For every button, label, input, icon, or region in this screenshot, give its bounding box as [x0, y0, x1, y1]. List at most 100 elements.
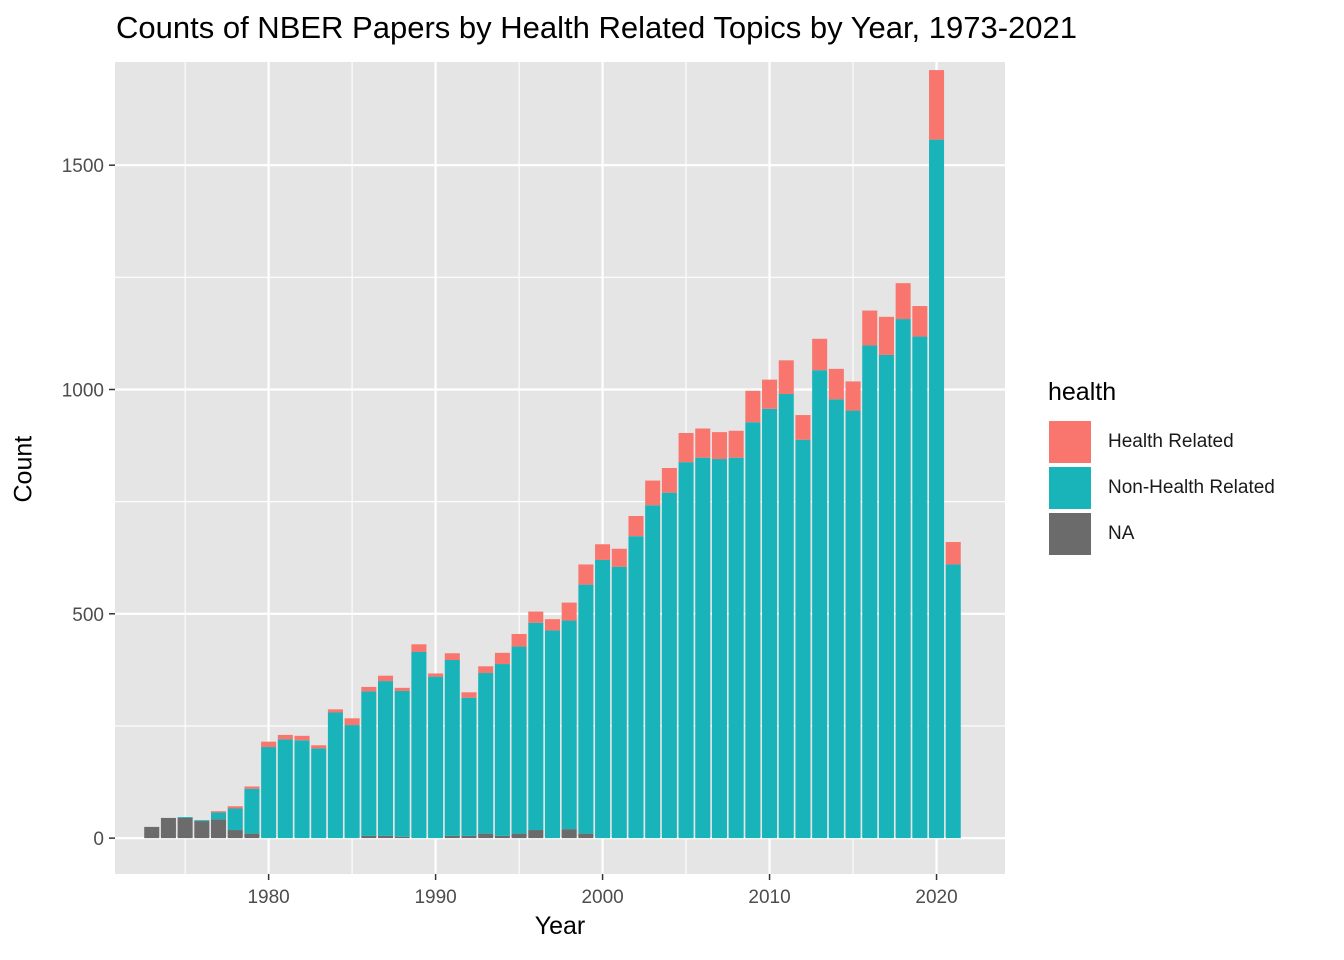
bar-na-1975 — [177, 817, 193, 839]
bar-na-1994 — [494, 835, 510, 839]
y-tick-label: 1500 — [62, 156, 104, 177]
plot-area — [115, 62, 1005, 874]
legend-item-na: NA — [1048, 511, 1275, 557]
bar-health-related-1987 — [377, 675, 394, 682]
bar-non-health-related-1987 — [377, 681, 394, 836]
bar-non-health-related-2005 — [678, 462, 694, 839]
legend-item-health-related: Health Related — [1048, 419, 1275, 465]
bar-non-health-related-2001 — [611, 566, 627, 839]
bar-health-related-1984 — [327, 709, 343, 713]
bar-health-related-2003 — [645, 480, 661, 506]
x-tick-label: 1980 — [247, 887, 289, 908]
bar-health-related-1995 — [511, 633, 527, 647]
bar-non-health-related-2021 — [945, 564, 961, 839]
bar-health-related-1997 — [544, 619, 560, 631]
y-axis: 0 500 1000 1500 — [62, 156, 115, 850]
bar-health-related-1983 — [311, 745, 327, 749]
bar-non-health-related-2009 — [745, 422, 761, 839]
bar-na-1974 — [160, 817, 176, 839]
legend-key-na — [1048, 512, 1092, 556]
bar-na-1993 — [478, 833, 494, 839]
bar-health-related-1998 — [561, 602, 577, 621]
bar-health-related-2016 — [862, 310, 878, 346]
x-axis: 1980 1990 2000 2010 2020 — [247, 874, 958, 908]
x-tick-label: 2010 — [748, 887, 790, 908]
legend: health Health Related Non-Health Related… — [1048, 378, 1275, 557]
plot-panel — [115, 62, 1005, 874]
bar-non-health-related-2019 — [912, 336, 928, 839]
bar-health-related-2014 — [828, 368, 844, 400]
bar-health-related-2013 — [812, 338, 828, 371]
bar-non-health-related-2016 — [862, 345, 878, 839]
legend-key-non-health-related — [1048, 466, 1092, 510]
y-axis-title: Count — [9, 435, 38, 503]
bar-health-related-2009 — [745, 390, 761, 423]
bar-health-related-2004 — [661, 468, 677, 493]
bar-health-related-1990 — [428, 673, 444, 677]
bar-non-health-related-2000 — [595, 559, 611, 839]
bar-na-1987 — [377, 835, 394, 839]
bar-non-health-related-2007 — [711, 459, 727, 839]
bar-health-related-2020 — [929, 70, 945, 140]
y-tick-label: 1000 — [62, 380, 104, 401]
x-tick-label: 2000 — [581, 887, 623, 908]
bar-health-related-1999 — [578, 564, 594, 585]
bar-health-related-1978 — [227, 806, 243, 809]
bar-non-health-related-2011 — [778, 393, 794, 839]
bar-non-health-related-1982 — [294, 740, 310, 839]
bar-health-related-2015 — [845, 381, 861, 411]
bar-non-health-related-2008 — [728, 457, 744, 839]
bar-non-health-related-2017 — [878, 354, 894, 839]
bar-non-health-related-1998 — [561, 620, 577, 830]
bar-health-related-2000 — [595, 544, 611, 560]
legend-label-na: NA — [1108, 523, 1135, 544]
legend-title: health — [1048, 378, 1117, 406]
bar-health-related-2018 — [895, 283, 911, 320]
bar-health-related-1994 — [494, 652, 510, 665]
bar-health-related-2019 — [912, 306, 928, 337]
bar-non-health-related-1978 — [227, 808, 243, 831]
bar-non-health-related-1977 — [211, 812, 227, 820]
bar-na-1979 — [244, 833, 260, 839]
bar-health-related-1996 — [528, 611, 544, 623]
bar-health-related-2001 — [611, 548, 627, 567]
bar-non-health-related-1994 — [494, 664, 510, 836]
bar-non-health-related-2002 — [628, 536, 644, 839]
bar-health-related-2002 — [628, 516, 644, 537]
bar-na-1995 — [511, 833, 527, 839]
bar-non-health-related-2012 — [795, 439, 811, 839]
bar-non-health-related-1980 — [261, 747, 277, 839]
bar-non-health-related-2014 — [828, 399, 844, 839]
bar-na-1977 — [211, 819, 227, 839]
bar-na-1991 — [444, 835, 460, 839]
chart-title: Counts of NBER Papers by Health Related … — [116, 10, 1078, 45]
bar-health-related-1992 — [461, 692, 477, 698]
bar-non-health-related-1979 — [244, 788, 260, 834]
bar-non-health-related-2015 — [845, 410, 861, 839]
bar-health-related-2006 — [695, 428, 711, 458]
bar-health-related-2011 — [778, 360, 794, 394]
bar-health-related-1981 — [277, 734, 293, 740]
bar-non-health-related-1999 — [578, 584, 594, 834]
bar-na-1973 — [144, 826, 160, 839]
bar-na-1988 — [394, 836, 410, 839]
bar-na-1996 — [528, 830, 544, 839]
bar-non-health-related-1988 — [394, 690, 410, 837]
bar-non-health-related-1989 — [411, 651, 427, 839]
bar-health-related-1993 — [478, 666, 494, 674]
bar-health-related-1980 — [261, 741, 277, 748]
bar-health-related-1985 — [344, 718, 360, 726]
bar-health-related-2008 — [728, 430, 744, 458]
bar-health-related-1977 — [211, 811, 227, 813]
bar-health-related-2005 — [678, 433, 694, 463]
bar-non-health-related-1991 — [444, 660, 460, 836]
bar-health-related-1988 — [394, 687, 410, 691]
bar-non-health-related-1976 — [194, 820, 210, 822]
bar-non-health-related-2013 — [812, 370, 828, 839]
bar-na-1978 — [227, 830, 243, 839]
bar-non-health-related-1983 — [311, 748, 327, 839]
bar-health-related-2012 — [795, 415, 811, 440]
bar-non-health-related-2006 — [695, 457, 711, 839]
bars — [144, 70, 961, 839]
legend-key-health-related — [1048, 420, 1092, 464]
